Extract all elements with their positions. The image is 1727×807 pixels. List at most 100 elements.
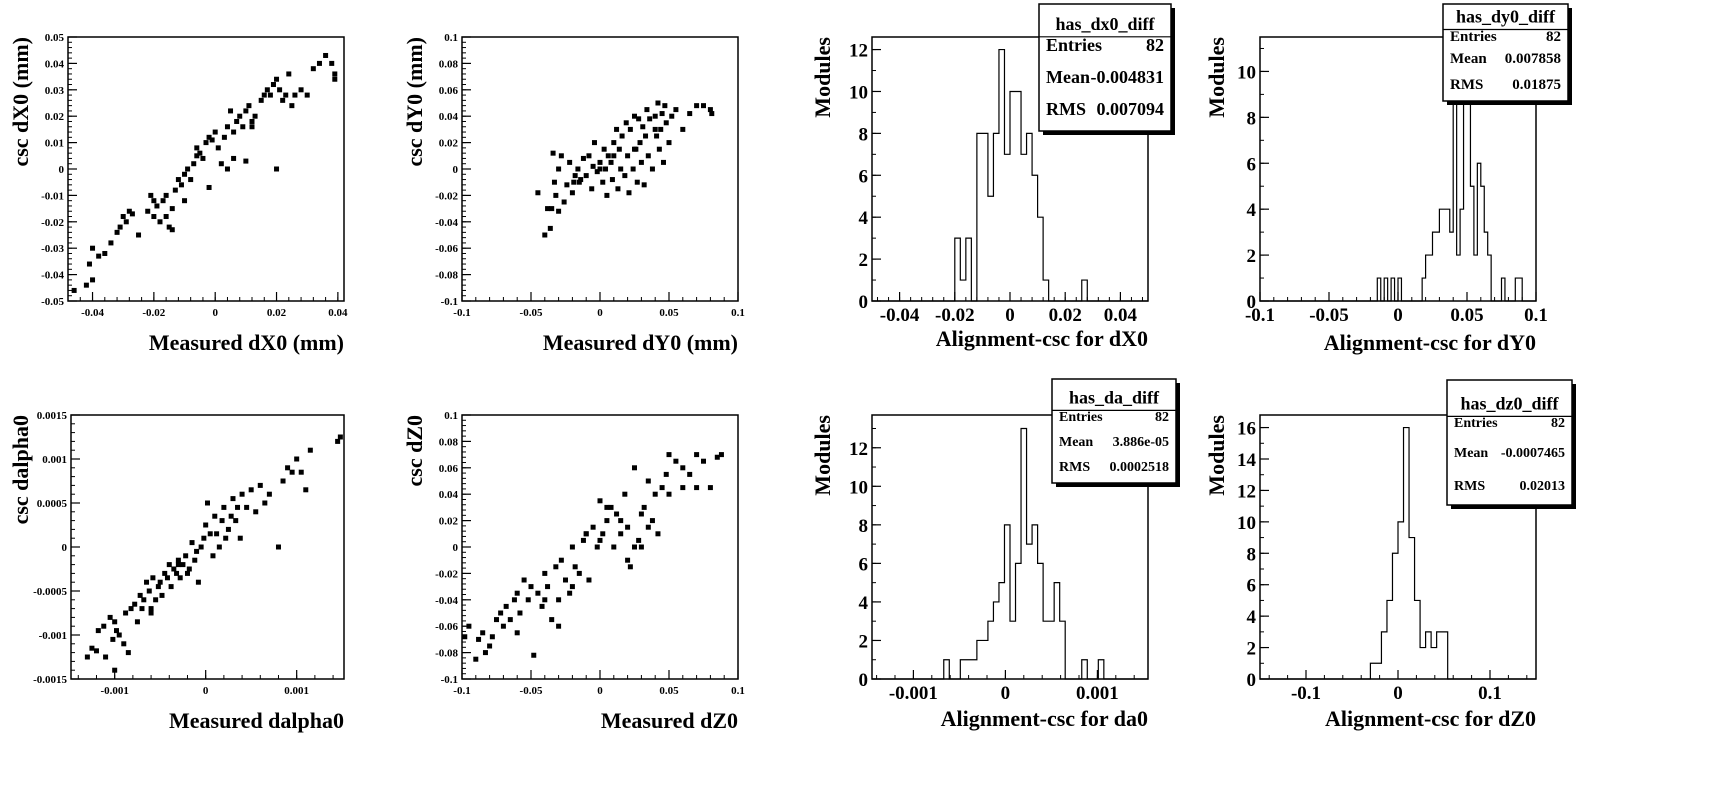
scatter-point bbox=[188, 177, 194, 183]
scatter-point bbox=[267, 92, 273, 98]
scatter-point bbox=[571, 179, 577, 185]
scatter-point bbox=[480, 630, 486, 636]
x-tick-label: 0 bbox=[597, 685, 603, 697]
scatter-point bbox=[231, 129, 237, 135]
x-tick-label: 0.1 bbox=[731, 685, 745, 697]
scatter-point bbox=[101, 623, 107, 629]
scatter-point bbox=[218, 161, 224, 167]
scatter-point bbox=[280, 97, 286, 103]
scatter-point bbox=[556, 597, 562, 603]
stats-title: has_dx0_diff bbox=[1055, 14, 1155, 34]
scatter-point bbox=[201, 535, 207, 541]
scatter-point bbox=[550, 150, 556, 156]
scatter-point bbox=[257, 482, 263, 488]
stats-key-mean: Mean bbox=[1450, 51, 1487, 67]
scatter-point bbox=[84, 654, 90, 660]
scatter-point bbox=[462, 634, 468, 640]
scatter-point bbox=[641, 504, 647, 510]
scatter-point bbox=[235, 504, 241, 510]
x-tick-label: 0.05 bbox=[1450, 305, 1483, 326]
scatter-point bbox=[597, 498, 603, 504]
scatter-point bbox=[625, 557, 631, 563]
scatter-point bbox=[210, 553, 216, 559]
scatter-point bbox=[128, 606, 134, 612]
y-tick-label: 0 bbox=[1247, 670, 1257, 691]
stats-key-entries: Entries bbox=[1450, 29, 1497, 45]
scatter-point bbox=[572, 564, 578, 570]
scatter-point bbox=[608, 504, 614, 510]
scatter-point bbox=[123, 610, 129, 616]
y-tick-label: -0.06 bbox=[435, 621, 458, 633]
scatter-point bbox=[625, 153, 631, 159]
scatter-point bbox=[244, 504, 250, 510]
scatter-point bbox=[641, 182, 647, 188]
x-axis-label: Alignment-csc for dX0 bbox=[936, 326, 1148, 351]
scatter-point bbox=[243, 158, 249, 164]
scatter-point bbox=[655, 100, 661, 106]
x-tick-label: 0 bbox=[203, 685, 209, 697]
scatter-point bbox=[619, 133, 625, 139]
scatter-point bbox=[95, 628, 101, 634]
scatter-point bbox=[569, 544, 575, 550]
scatter-point bbox=[332, 71, 338, 77]
y-tick-label: 0.02 bbox=[439, 138, 459, 150]
scatter-point bbox=[654, 133, 660, 139]
scatter-point bbox=[528, 584, 534, 590]
scatter-point bbox=[207, 531, 213, 537]
scatter-point bbox=[125, 650, 131, 656]
scatter-point bbox=[673, 458, 679, 464]
scatter-point bbox=[249, 124, 255, 130]
scatter-point bbox=[337, 434, 343, 440]
scatter-point bbox=[622, 173, 628, 179]
scatter-point bbox=[185, 166, 191, 172]
y-tick-label: 0.0005 bbox=[37, 498, 68, 510]
scatter-point bbox=[168, 584, 174, 590]
x-tick-label: -0.1 bbox=[1245, 305, 1275, 326]
scatter-point bbox=[542, 232, 548, 238]
scatter-point bbox=[90, 277, 96, 283]
scatter-point bbox=[547, 225, 553, 231]
y-tick-label: 6 bbox=[1247, 576, 1257, 597]
x-tick-label: -0.02 bbox=[142, 307, 165, 319]
scatter-point bbox=[647, 116, 653, 122]
y-axis-label: Modules bbox=[1204, 415, 1229, 496]
scatter-point bbox=[180, 562, 186, 568]
scatter-point bbox=[303, 487, 309, 493]
scatter-point bbox=[182, 198, 188, 204]
scatter-point bbox=[567, 159, 573, 165]
scatter-point bbox=[112, 619, 118, 625]
x-tick-label: 0 bbox=[1393, 305, 1403, 326]
scatter-point bbox=[594, 169, 600, 175]
scatter-point bbox=[514, 590, 520, 596]
y-tick-label: -0.02 bbox=[435, 568, 458, 580]
scatter-point bbox=[701, 458, 706, 464]
scatter-point bbox=[112, 667, 118, 673]
scatter-point bbox=[194, 145, 200, 151]
scatter-point bbox=[96, 253, 102, 259]
scatter-point bbox=[153, 597, 159, 603]
scatter-point bbox=[503, 603, 509, 609]
x-axis-label: Alignment-csc for dZ0 bbox=[1325, 706, 1536, 731]
scatter-point bbox=[611, 153, 617, 159]
stats-value-entries: 82 bbox=[1546, 29, 1561, 45]
x-tick-label: 0.001 bbox=[284, 685, 309, 697]
scatter-point bbox=[258, 97, 264, 103]
scatter-point bbox=[659, 111, 665, 117]
scatter-point bbox=[83, 282, 89, 288]
scatter-point bbox=[576, 179, 582, 185]
scatter-point bbox=[586, 153, 592, 159]
scatter-point bbox=[517, 610, 523, 616]
scatter-point bbox=[261, 92, 267, 98]
y-tick-label: 0.1 bbox=[444, 410, 458, 422]
y-tick-label: 0.04 bbox=[439, 111, 459, 123]
scatter-point bbox=[209, 137, 215, 143]
scatter-point bbox=[576, 570, 582, 576]
scatter-point bbox=[489, 634, 495, 640]
x-axis-label: Measured dalpha0 bbox=[169, 708, 344, 733]
scatter-point bbox=[658, 126, 664, 132]
scatter-point bbox=[618, 531, 624, 537]
scatter-point bbox=[604, 504, 610, 510]
scatter-point bbox=[264, 87, 270, 93]
y-tick-label: 0 bbox=[859, 670, 869, 691]
y-axis-label: Modules bbox=[810, 415, 835, 496]
